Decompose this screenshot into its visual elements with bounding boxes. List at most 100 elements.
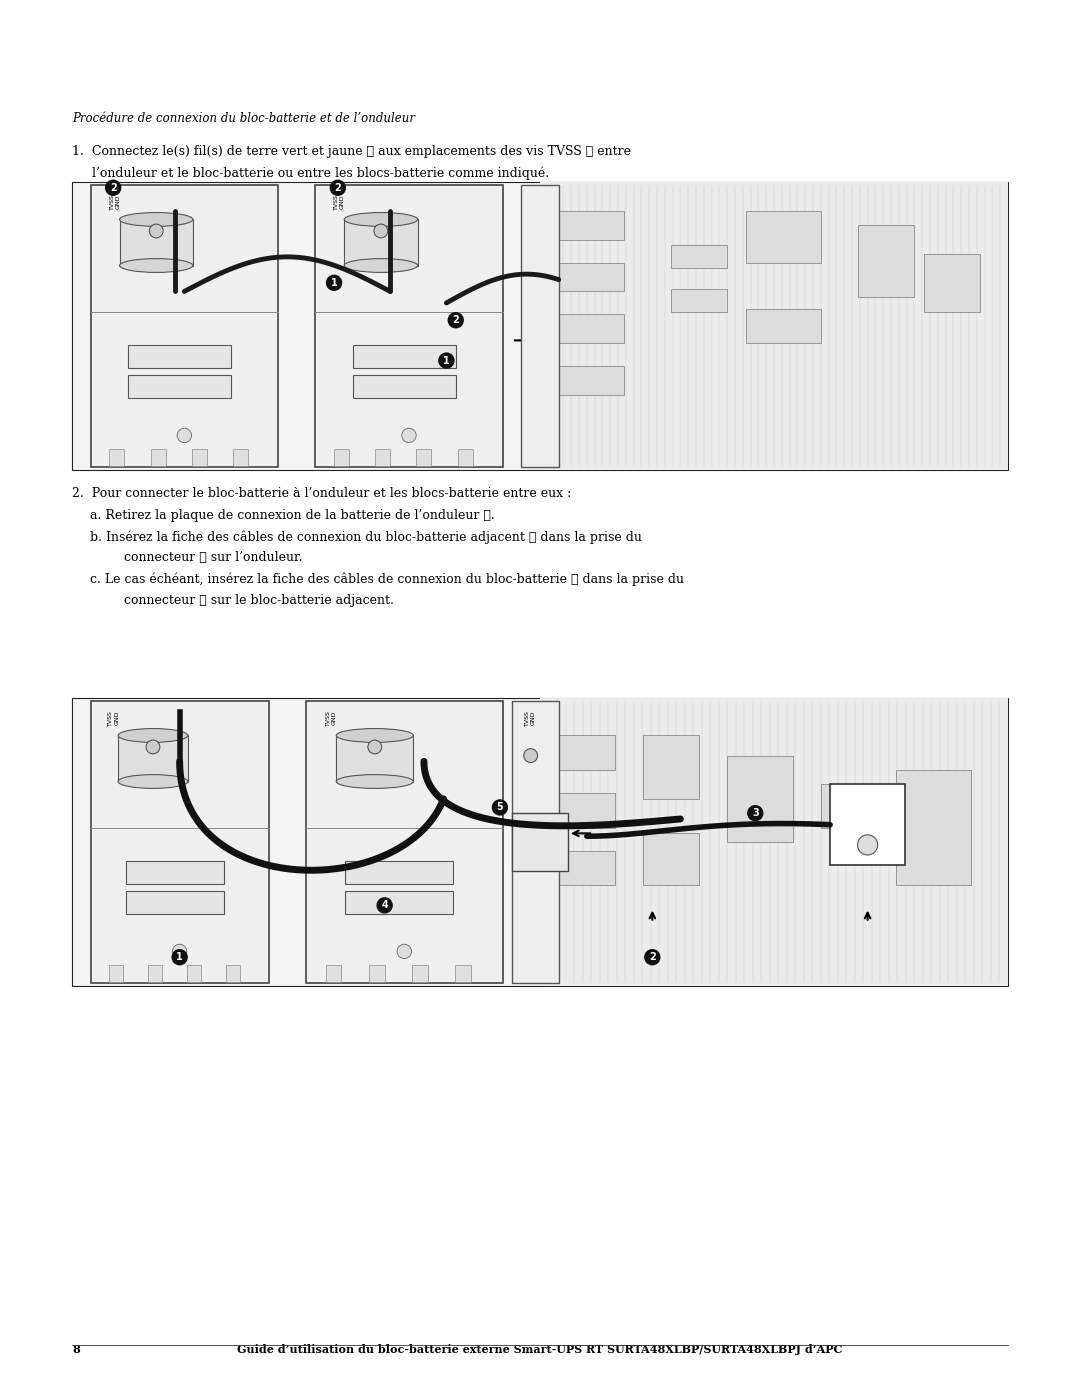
Bar [126, 891, 225, 914]
Text: TVSS
GND: TVSS GND [525, 710, 536, 726]
Bar [413, 965, 428, 982]
Bar [353, 374, 456, 398]
Circle shape [173, 944, 187, 958]
Circle shape [172, 950, 187, 965]
Text: 1: 1 [176, 953, 183, 963]
Circle shape [326, 275, 341, 291]
Bar [353, 345, 456, 367]
Circle shape [330, 180, 346, 196]
Text: 5: 5 [497, 802, 503, 813]
Text: 1: 1 [443, 356, 449, 366]
Ellipse shape [118, 728, 188, 742]
Bar [369, 965, 384, 982]
Bar [346, 861, 454, 884]
Circle shape [374, 224, 388, 237]
Circle shape [377, 898, 392, 912]
Text: 2: 2 [649, 953, 656, 963]
Bar [540, 698, 1008, 986]
Text: TVSS
GND: TVSS GND [326, 710, 337, 726]
Circle shape [524, 749, 538, 763]
Bar [118, 735, 188, 781]
Bar [336, 735, 414, 781]
Bar [558, 793, 615, 827]
Ellipse shape [345, 212, 418, 226]
Bar [108, 965, 123, 982]
Text: connecteur ❺ sur le bloc-batterie adjacent.: connecteur ❺ sur le bloc-batterie adjace… [108, 595, 394, 608]
Circle shape [858, 835, 878, 855]
Ellipse shape [336, 728, 414, 742]
Text: a. Retirez la plaque de connexion de la batterie de l’onduleur ❶.: a. Retirez la plaque de connexion de la … [90, 509, 495, 521]
Bar [226, 965, 240, 982]
Bar [831, 784, 905, 865]
Bar [417, 448, 431, 467]
Circle shape [368, 740, 381, 754]
Bar [126, 861, 225, 884]
Text: 3: 3 [752, 809, 758, 819]
Bar [91, 184, 278, 467]
Bar [346, 891, 454, 914]
Text: l’onduleur et le bloc-batterie ou entre les blocs-batterie comme indiqué.: l’onduleur et le bloc-batterie ou entre … [72, 168, 549, 180]
Circle shape [492, 800, 508, 814]
Circle shape [146, 740, 160, 754]
Bar [326, 965, 341, 982]
Ellipse shape [345, 258, 418, 272]
Bar [129, 374, 231, 398]
Circle shape [645, 950, 660, 965]
Ellipse shape [120, 212, 193, 226]
Bar [120, 219, 193, 265]
Bar [192, 448, 206, 467]
Bar [558, 314, 624, 344]
Bar [821, 784, 867, 827]
Text: 1: 1 [330, 278, 337, 288]
Bar [859, 225, 915, 298]
Bar [72, 698, 1008, 986]
Circle shape [106, 180, 121, 196]
Bar [746, 309, 821, 344]
Circle shape [149, 224, 163, 237]
Bar [643, 834, 699, 886]
Bar [558, 851, 615, 886]
Text: Guide d’utilisation du bloc-batterie externe Smart-UPS RT SURTA48XLBP/SURTA48XLB: Guide d’utilisation du bloc-batterie ext… [238, 1344, 842, 1355]
Bar [334, 448, 349, 467]
Bar [512, 813, 568, 870]
Bar [458, 448, 473, 467]
Circle shape [438, 353, 454, 367]
Text: 2: 2 [335, 183, 341, 193]
Text: b. Insérez la fiche des câbles de connexion du bloc-batterie adjacent ❷ dans la : b. Insérez la fiche des câbles de connex… [90, 529, 642, 543]
Bar [558, 211, 624, 240]
Bar [923, 254, 980, 312]
Bar [345, 219, 418, 265]
Bar [558, 735, 615, 770]
Text: TVSS
GND: TVSS GND [110, 194, 121, 210]
Text: 4: 4 [381, 900, 388, 911]
Circle shape [402, 429, 416, 443]
Bar [129, 345, 231, 367]
Circle shape [747, 806, 762, 820]
Bar [306, 701, 502, 983]
Ellipse shape [336, 774, 414, 788]
Text: Procédure de connexion du bloc-batterie et de l’onduleur: Procédure de connexion du bloc-batterie … [72, 112, 415, 124]
Text: 1.  Connectez le(s) fil(s) de terre vert et jaune ❶ aux emplacements des vis TVS: 1. Connectez le(s) fil(s) de terre vert … [72, 145, 631, 158]
Text: 8: 8 [72, 1344, 80, 1355]
Bar [148, 965, 162, 982]
Bar [512, 701, 558, 983]
Bar [150, 448, 165, 467]
Text: TVSS
GND: TVSS GND [108, 710, 119, 726]
Text: connecteur ❸ sur l’onduleur.: connecteur ❸ sur l’onduleur. [108, 552, 302, 564]
Circle shape [177, 429, 191, 443]
Bar [746, 211, 821, 263]
Bar [187, 965, 201, 982]
Bar [233, 448, 248, 467]
Text: 2: 2 [453, 316, 459, 326]
Text: TVSS
GND: TVSS GND [335, 194, 346, 210]
Text: c. Le cas échéant, insérez la fiche des câbles de connexion du bloc-batterie ❹ d: c. Le cas échéant, insérez la fiche des … [90, 573, 684, 587]
Bar [91, 701, 269, 983]
Circle shape [397, 944, 411, 958]
Bar [456, 965, 471, 982]
Bar [375, 448, 390, 467]
Bar [895, 770, 971, 886]
Circle shape [448, 313, 463, 328]
Bar [522, 184, 558, 467]
Ellipse shape [120, 258, 193, 272]
Bar [558, 366, 624, 395]
